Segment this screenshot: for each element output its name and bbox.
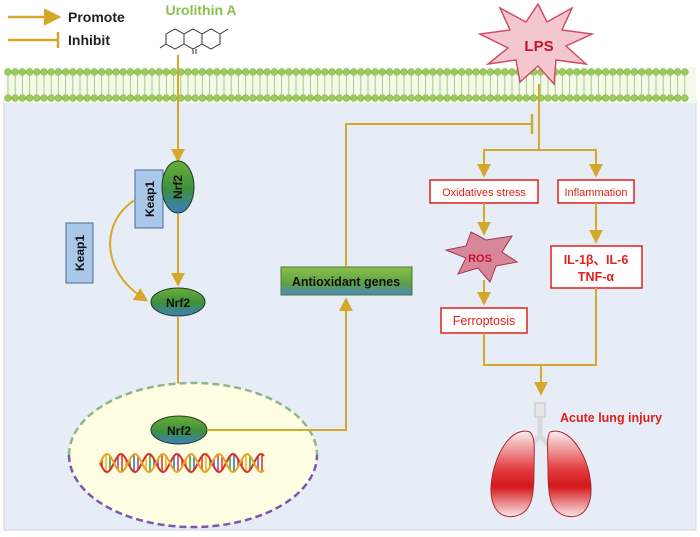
- ferroptosis-box: [440, 307, 528, 334]
- nrf2-nucleus-label: Nrf2: [167, 424, 191, 438]
- compound-name: Urolithin A: [165, 2, 236, 18]
- legend-inhibit-label: Inhibit: [68, 32, 110, 48]
- dna-helix-icon: [99, 452, 265, 474]
- lungs-icon: [490, 402, 592, 518]
- nrf2-free-label: Nrf2: [166, 296, 190, 310]
- antioxidant-genes-label: Antioxidant genes: [292, 275, 400, 289]
- lps-label: LPS: [524, 38, 553, 55]
- cytokines-line1: IL-1β、IL-6: [564, 253, 629, 267]
- inflammation-label: Inflammation: [565, 187, 628, 199]
- acute-lung-injury-label: Acute lung injury: [560, 411, 662, 425]
- keap1-free-box: [65, 222, 94, 284]
- nrf2-bound-ellipse: [161, 160, 195, 214]
- cytokines-line2: TNF-α: [578, 270, 614, 284]
- dissociation-arrow: [109, 199, 149, 302]
- urolithin-structure-icon: [159, 28, 229, 54]
- nucleus-membrane-top: [67, 381, 319, 456]
- keap1-bound-box: [134, 169, 164, 229]
- legend: Promote Inhibit: [8, 8, 125, 48]
- oxidative-stress-label: Oxidatives stress: [442, 187, 526, 199]
- lps-to-inflammation-arrow: [539, 149, 603, 178]
- nucleus-membrane-bottom: [67, 454, 319, 529]
- ros-label: ROS: [468, 253, 492, 265]
- nrf2-to-genes-arrow: [207, 297, 353, 431]
- lps-starburst: [477, 2, 595, 86]
- keap1-free-label: Keap1: [73, 235, 87, 271]
- genes-inhibit-line: [345, 123, 532, 267]
- ferroptosis-label: Ferroptosis: [453, 314, 516, 328]
- keap1-bound-label: Keap1: [143, 181, 157, 217]
- ros-starburst: [444, 231, 519, 283]
- lps-to-oxidative-arrow: [477, 124, 540, 178]
- legend-promote-label: Promote: [68, 9, 125, 25]
- cytokines-box: [550, 245, 643, 289]
- cell-membrane: [4, 67, 696, 103]
- nrf2-bound-label: Nrf2: [171, 175, 185, 199]
